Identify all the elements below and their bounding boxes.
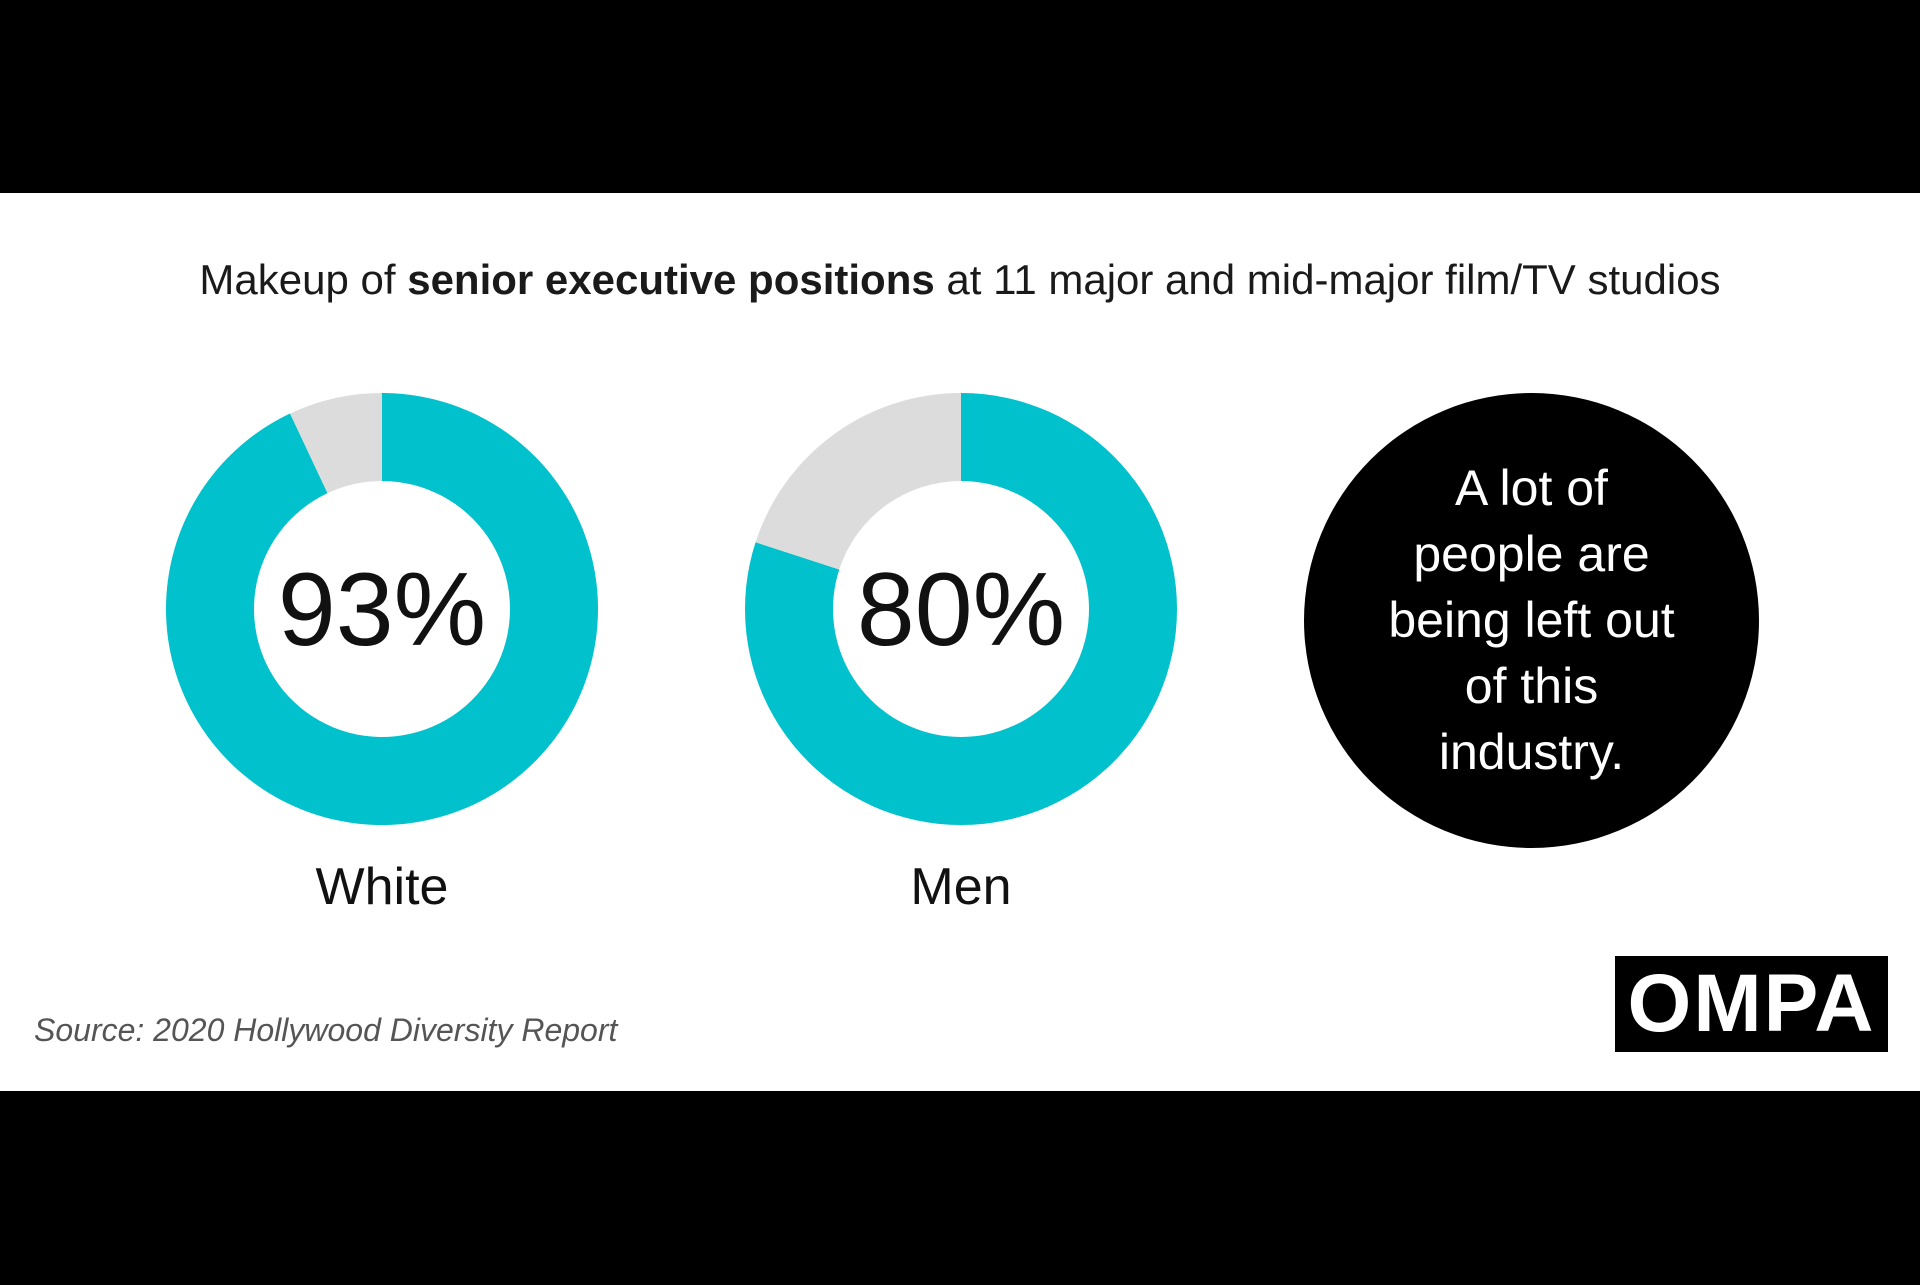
donut-percent-label: 93% <box>277 552 487 668</box>
donut-slice-remainder <box>755 393 961 570</box>
donut-category-label: White <box>315 858 449 916</box>
bottom-letterbox-band <box>0 1091 1920 1285</box>
title-suffix: at 11 major and mid-major film/TV studio… <box>934 256 1721 303</box>
callout-line: A lot of <box>1455 460 1608 516</box>
donut-slice-white <box>166 393 598 825</box>
donut-svg-white <box>166 393 598 825</box>
donut-svg-men <box>745 393 1177 825</box>
donut-category-label: Men <box>910 858 1012 916</box>
ompa-logo: OMPA <box>1615 956 1888 1052</box>
title-prefix: Makeup of <box>199 256 408 303</box>
title-bold: senior executive positions <box>407 256 935 303</box>
donut-percent-label: 80% <box>856 552 1066 668</box>
callout-bubble <box>1304 393 1759 848</box>
callout-line: of this <box>1464 658 1599 714</box>
donut-chart-white: 93% <box>166 393 598 825</box>
source-note: Source: 2020 Hollywood Diversity Report <box>34 1012 618 1048</box>
chart-title: Makeup of senior executive positions at … <box>0 256 1920 304</box>
callout-line: being left out <box>1388 592 1675 648</box>
callout-line: industry. <box>1438 724 1625 780</box>
donut-slice-men <box>745 393 1177 825</box>
donut-slice-remainder <box>290 393 382 494</box>
callout-line: people are <box>1413 526 1650 582</box>
callout-text: A lot of people are being left out of th… <box>1304 455 1759 785</box>
top-letterbox-band <box>0 0 1920 193</box>
donut-chart-men: 80% <box>745 393 1177 825</box>
